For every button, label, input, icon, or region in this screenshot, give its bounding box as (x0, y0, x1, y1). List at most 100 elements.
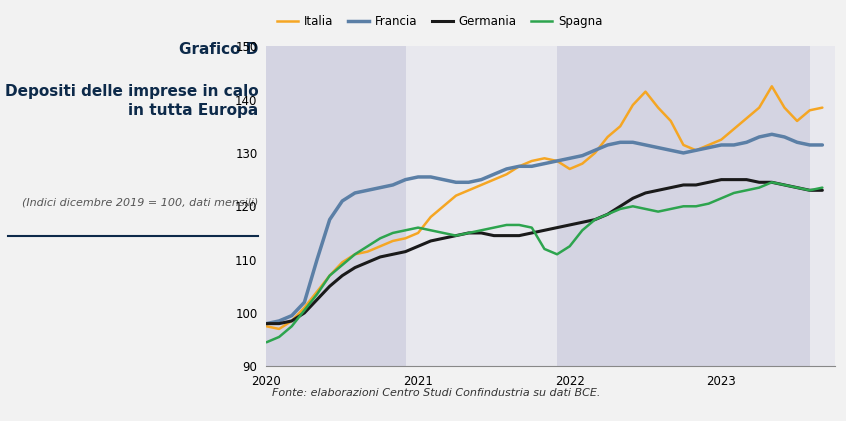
Italia (514, 164, 525, 169)
Francia (805, 142, 815, 147)
Francia (741, 140, 751, 145)
Francia (375, 185, 385, 190)
Italia (792, 118, 802, 123)
Germania (766, 180, 777, 185)
Italia (691, 148, 701, 153)
Germania (552, 225, 562, 230)
Francia (464, 180, 474, 185)
Text: Fonte: elaborazioni Centro Studi Confindustria su dati BCE.: Fonte: elaborazioni Centro Studi Confind… (272, 388, 601, 398)
Germania (338, 273, 348, 278)
Germania (413, 244, 423, 249)
Italia (590, 150, 600, 155)
Francia (792, 140, 802, 145)
Germania (590, 217, 600, 222)
Spagna (691, 204, 701, 209)
Germania (527, 230, 537, 235)
Francia (489, 172, 499, 177)
Italia (766, 84, 777, 89)
Spagna (704, 201, 714, 206)
Spagna (779, 182, 789, 187)
Germania (325, 284, 335, 289)
Text: Grafico D: Grafico D (179, 42, 259, 57)
Spagna (476, 228, 486, 233)
Italia (640, 89, 651, 94)
Italia (325, 273, 335, 278)
Germania (426, 238, 436, 243)
Spagna (502, 222, 512, 227)
Italia (464, 188, 474, 193)
Italia (400, 236, 410, 241)
Spagna (666, 206, 676, 211)
Germania (274, 321, 284, 326)
Spagna (261, 340, 272, 345)
Spagna (375, 236, 385, 241)
Spagna (615, 206, 625, 211)
Spagna (413, 225, 423, 230)
Italia (438, 204, 448, 209)
Germania (375, 254, 385, 259)
Italia (817, 105, 827, 110)
Spagna (628, 204, 638, 209)
Germania (489, 233, 499, 238)
Francia (312, 257, 322, 262)
Germania (640, 190, 651, 195)
Germania (602, 212, 613, 217)
Italia (729, 126, 739, 131)
Francia (766, 132, 777, 137)
Spagna (717, 196, 727, 201)
Italia (451, 193, 461, 198)
Spagna (805, 188, 815, 193)
Italia (362, 249, 372, 254)
Germania (741, 177, 751, 182)
Francia (426, 174, 436, 179)
Spagna (678, 204, 689, 209)
Francia (602, 142, 613, 147)
Spagna (527, 225, 537, 230)
Spagna (338, 262, 348, 267)
Francia (299, 300, 310, 305)
Italia (741, 116, 751, 121)
Germania (678, 182, 689, 187)
Germania (666, 185, 676, 190)
Francia (287, 313, 297, 318)
Spagna (602, 212, 613, 217)
Spagna (564, 244, 574, 249)
Germania (464, 230, 474, 235)
Italia (805, 108, 815, 113)
Italia (476, 182, 486, 187)
Italia (261, 324, 272, 329)
Francia (325, 217, 335, 222)
Francia (754, 134, 764, 139)
Spagna (438, 230, 448, 235)
Text: (Indici dicembre 2019 = 100, dati mensili): (Indici dicembre 2019 = 100, dati mensil… (22, 198, 259, 208)
Italia (274, 326, 284, 331)
Italia (540, 156, 550, 161)
Italia (577, 161, 587, 166)
Italia (666, 118, 676, 123)
Francia (628, 140, 638, 145)
Germania (438, 236, 448, 241)
Germania (502, 233, 512, 238)
Spagna (287, 324, 297, 329)
Italia (299, 305, 310, 310)
Spagna (552, 252, 562, 257)
Spagna (590, 217, 600, 222)
Germania (628, 196, 638, 201)
Line: Italia: Italia (266, 86, 822, 329)
Francia (729, 142, 739, 147)
Francia (261, 321, 272, 326)
Italia (387, 238, 398, 243)
Germania (792, 185, 802, 190)
Spagna (350, 252, 360, 257)
Germania (653, 188, 663, 193)
Germania (729, 177, 739, 182)
Francia (362, 188, 372, 193)
Spagna (299, 308, 310, 313)
Italia (615, 124, 625, 129)
Spagna (653, 209, 663, 214)
Italia (653, 105, 663, 110)
Francia (653, 145, 663, 150)
Spagna (514, 222, 525, 227)
Francia (527, 164, 537, 169)
Italia (375, 244, 385, 249)
